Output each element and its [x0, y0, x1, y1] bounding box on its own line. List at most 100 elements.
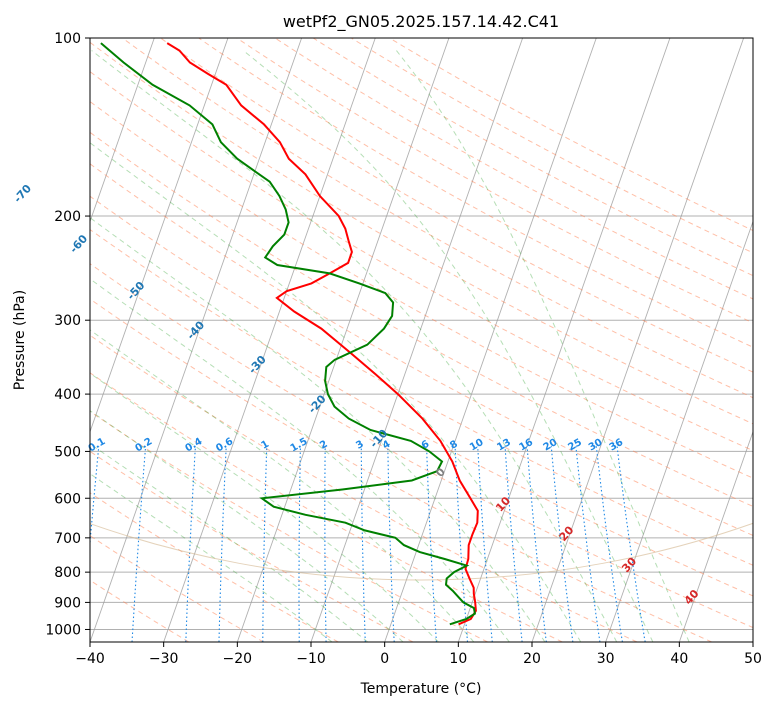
isotherm-line: [0, 38, 7, 642]
profile-lines: [100, 42, 479, 626]
dry-adiabat-line: [90, 71, 753, 452]
plot-frame: [89, 37, 754, 643]
y-tick-label: 500: [54, 444, 81, 460]
isotherm-line: [310, 38, 524, 642]
isotherm-label: -50: [124, 279, 147, 303]
dry-adiabat-line: [389, 38, 753, 232]
outer-arc-line: [90, 522, 753, 581]
isotherm-line: [236, 38, 450, 642]
x-tick-label: −30: [149, 651, 179, 667]
isotherm-line: [605, 220, 753, 642]
isotherm-line: [678, 430, 753, 642]
dry-adiabat-line: [90, 372, 563, 642]
dry-adiabat-line: [90, 450, 414, 642]
isotherm-label: -70: [11, 182, 34, 206]
mixing-ratio-line: [185, 446, 197, 642]
dewpoint-profile-line: [100, 42, 477, 626]
isotherm-line: [752, 640, 753, 642]
x-tick-label: 40: [670, 651, 688, 667]
y-tick-label: 400: [54, 387, 81, 403]
mixing-ratio-line: [616, 446, 646, 642]
mixing-ratio-line: [550, 446, 574, 642]
x-tick-label: 50: [744, 651, 762, 667]
dry-adiabat-line: [90, 228, 753, 597]
moist-adiabat-line: [396, 50, 690, 642]
isotherm-line: [90, 38, 303, 642]
axes: −40 −30 −20 −10 0 10 20 30 40 50 100 200 300 400 500 60…: [45, 31, 762, 667]
x-tick-label: 30: [597, 651, 615, 667]
moist-adiabat-line: [90, 142, 582, 642]
mixing-ratio-label: 1: [260, 439, 272, 452]
dry-adiabat-line: [160, 38, 753, 373]
mixing-ratio-label: 8: [448, 439, 460, 452]
moist-adiabat-line: [90, 473, 333, 642]
chart-title: wetPf2_GN05.2025.157.14.42.C41: [283, 12, 559, 32]
mixing-ratio-label: 2: [318, 439, 330, 452]
y-tick-label: 100: [54, 31, 81, 47]
isotherm-line: [163, 38, 376, 642]
y-tick-label: 300: [54, 313, 81, 329]
isotherm-label: -20: [306, 392, 329, 416]
isotherm-line: [531, 38, 745, 642]
mixing-ratio-line: [360, 446, 366, 642]
dry-adiabat-line: [312, 38, 753, 277]
isotherm-line: [90, 38, 229, 434]
isotherm-line: [90, 38, 155, 223]
moist-adiabat-line: [242, 50, 654, 642]
y-axis-label: Pressure (hPa): [12, 290, 28, 390]
moist-adiabat-line: [91, 50, 618, 642]
mixing-ratio-line: [387, 446, 395, 642]
x-tick-label: 20: [523, 651, 541, 667]
dry-adiabat-line: [90, 41, 753, 425]
moist-adiabat-line: [90, 410, 404, 642]
dry-adiabat-line: [90, 579, 190, 642]
background-labels: 0.10.20.40.611.52346810131620253036-100-…: [11, 182, 702, 608]
y-tick-label: 700: [54, 531, 81, 547]
mixing-ratio-label: 3: [354, 439, 366, 452]
isotherm-label: -60: [67, 232, 90, 256]
moist-adiabat-line: [90, 443, 369, 642]
mixing-ratio-line: [575, 446, 601, 642]
y-tick-label: 1000: [45, 622, 81, 638]
dry-adiabat-line: [274, 38, 753, 300]
x-axis-label: Temperature (°C): [360, 681, 482, 697]
mixing-ratio-line: [218, 446, 227, 642]
mixing-ratio-line: [298, 446, 301, 642]
mixing-ratio-label: 4: [381, 439, 393, 452]
moist-adiabat-line: [90, 278, 510, 642]
y-tick-label: 800: [54, 565, 81, 581]
dry-adiabat-line: [90, 298, 712, 642]
mixing-ratio-line: [504, 446, 523, 642]
x-tick-label: −20: [223, 651, 253, 667]
isotherm-label: 10: [493, 494, 513, 514]
isotherm-label: 40: [682, 587, 702, 607]
mixing-ratio-line: [477, 446, 493, 642]
dry-adiabat-line: [90, 131, 753, 507]
moist-adiabat-line: [90, 329, 475, 642]
x-tick-label: 0: [380, 651, 389, 667]
dry-adiabat-line: [90, 410, 488, 642]
dry-adiabat-line: [90, 492, 339, 642]
x-tick-label: −40: [75, 651, 105, 667]
mixing-ratio-line: [526, 446, 547, 642]
dry-adiabat-line: [90, 195, 753, 566]
dry-adiabat-line: [90, 334, 638, 642]
isotherm-label: -40: [184, 318, 207, 342]
temperature-profile-line: [166, 42, 479, 626]
isotherm-line: [384, 38, 597, 642]
dry-adiabat-line: [122, 38, 753, 399]
y-tick-label: 900: [54, 595, 81, 611]
isotherm-line: [457, 38, 671, 642]
isotherm-label: -30: [246, 353, 269, 377]
x-tick-label: 10: [449, 651, 467, 667]
y-tick-label: 600: [54, 491, 81, 507]
moist-adiabat-line: [90, 217, 546, 642]
dry-adiabat-line: [90, 263, 753, 629]
mixing-ratio-line: [131, 446, 147, 642]
dry-adiabat-line: [90, 535, 264, 642]
x-tick-label: −10: [296, 651, 326, 667]
mixing-ratio-label: 6: [420, 439, 432, 452]
mixing-ratio-line: [324, 446, 327, 642]
